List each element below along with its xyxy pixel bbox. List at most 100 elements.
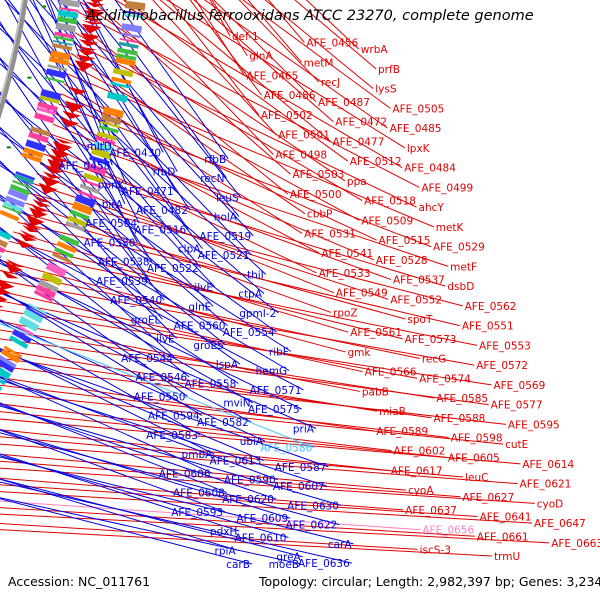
gene-label[interactable]: recJ — [321, 77, 340, 89]
gene-label[interactable]: AFE_0560 — [174, 321, 226, 333]
gene-label[interactable]: AFE_0472 — [335, 117, 387, 129]
gene-label[interactable]: AFE_0487 — [318, 97, 370, 109]
gene-label[interactable]: AFE_0586 — [260, 443, 312, 455]
gene-label[interactable]: AFE_0605 — [448, 452, 500, 464]
gene-label[interactable]: lpxK — [407, 143, 431, 155]
gene-label[interactable]: groEL — [131, 314, 161, 326]
reverse-gene-labels[interactable]: mltDAFE_0430rfbBAFE_0458rfbDrecNppnKAFE_… — [58, 141, 352, 571]
gene-label[interactable]: AFE_0549 — [336, 288, 388, 300]
gene-label[interactable]: AFE_0465 — [246, 70, 298, 82]
gene-label[interactable]: AFE_0541 — [321, 248, 373, 260]
gene-label[interactable]: leuC — [465, 472, 488, 484]
gene-label[interactable]: AFE_0486 — [264, 90, 316, 102]
gene-label[interactable]: AFE_0647 — [534, 518, 586, 530]
gene-label[interactable]: AFE_0553 — [479, 340, 531, 352]
gene-label[interactable]: ppa — [347, 176, 367, 188]
gene-label[interactable]: metM — [304, 57, 334, 69]
gene-label[interactable]: spoT — [407, 314, 433, 326]
gene-label[interactable]: ilvE — [156, 334, 175, 346]
gene-label[interactable]: AFE_0512 — [350, 156, 402, 168]
gene-label[interactable]: AFE_0477 — [332, 136, 384, 148]
gene-label[interactable]: AFE_0561 — [350, 327, 402, 339]
gene-label[interactable]: recN — [200, 173, 224, 185]
gene-label[interactable]: AFE_0502 — [261, 110, 313, 122]
gene-label[interactable]: pmbA — [182, 449, 214, 461]
gene-label[interactable]: AFE_0531 — [304, 228, 356, 240]
gene-label[interactable]: thiI — [247, 269, 264, 281]
gene-label[interactable]: AFE_0588 — [433, 413, 485, 425]
gene-label[interactable]: AFE_0538 — [98, 257, 150, 269]
gene-label[interactable]: AFE_0617 — [391, 465, 443, 477]
gene-label[interactable]: hemG — [256, 366, 287, 378]
gene-label[interactable]: AFE_0554 — [223, 327, 275, 339]
gene-label[interactable]: AFE_0562 — [465, 301, 517, 313]
gene-label[interactable]: prfB — [378, 64, 400, 76]
gene-label[interactable]: AFE_0498 — [275, 149, 327, 161]
gene-label[interactable]: rpiA — [215, 545, 237, 557]
gene-label[interactable]: ubiA — [240, 436, 264, 448]
gene-label[interactable]: AFE_0593 — [171, 507, 223, 519]
gene-label[interactable]: ctpA — [238, 289, 263, 301]
gene-label[interactable]: pabB — [362, 386, 389, 398]
gene-label[interactable]: AFE_0585 — [436, 393, 488, 405]
gene-label[interactable]: AFE_0573 — [405, 334, 457, 346]
gene-label[interactable]: AFE_0551 — [462, 321, 514, 333]
gene-label[interactable]: AFE_0558 — [184, 378, 236, 390]
gene-label[interactable]: AFE_0606 — [159, 468, 211, 480]
gene-label[interactable]: AFE_0528 — [376, 255, 428, 267]
gene-label[interactable]: AFE_0533 — [319, 268, 371, 280]
gene-label[interactable]: AFE_0572 — [476, 360, 528, 372]
gene-label[interactable]: mltD — [87, 141, 112, 153]
gene-label[interactable]: AFE_0637 — [405, 505, 457, 517]
gene-label[interactable]: AFE_0630 — [287, 500, 339, 512]
gene-label[interactable]: AFE_0627 — [462, 492, 514, 504]
gene-label[interactable]: AFE_0566 — [365, 367, 417, 379]
gene-label[interactable]: AFE_0663 — [551, 538, 600, 550]
gene-label[interactable]: glnE — [188, 301, 211, 313]
gene-label[interactable]: AFE_0458 — [58, 160, 110, 172]
gene-label[interactable]: AFE_0518 — [364, 196, 416, 208]
gene-label[interactable]: lysS — [375, 84, 397, 96]
gene-label[interactable]: AFE_0509 — [361, 215, 413, 227]
gene-label[interactable]: rpoZ — [333, 307, 358, 319]
gene-label[interactable]: AFE_0614 — [522, 459, 574, 471]
gene-label[interactable]: cyoD — [537, 498, 564, 510]
gene-label[interactable]: AFE_0499 — [421, 182, 473, 194]
gene-label[interactable]: AFE_0500 — [290, 189, 342, 201]
gene-label[interactable]: wrbA — [361, 44, 389, 56]
gene-label[interactable]: AFE_0607 — [273, 481, 325, 493]
gene-label[interactable]: AFE_0595 — [508, 419, 560, 431]
gene-label[interactable]: AFE_0505 — [392, 103, 444, 115]
gene-label[interactable]: AFE_0641 — [480, 512, 532, 524]
gene-label[interactable]: recG — [422, 354, 446, 366]
gene-label[interactable]: pdxH — [210, 526, 237, 538]
gene-label[interactable]: AFE_0594 — [148, 411, 200, 423]
gene-label[interactable]: AFE_0582 — [197, 417, 249, 429]
gene-label[interactable]: greA — [276, 552, 301, 564]
gene-label[interactable]: carB — [226, 559, 250, 571]
gene-label[interactable]: AFE_0589 — [376, 426, 428, 438]
gene-label[interactable]: AFE_0609 — [236, 513, 288, 525]
gene-label[interactable]: ilvE — [194, 282, 213, 294]
gene-label[interactable]: AFE_0656 — [422, 525, 474, 537]
gene-label[interactable]: AFE_0530 — [83, 237, 135, 249]
gene-label[interactable]: AFE_0456 — [306, 38, 358, 50]
gene-label[interactable]: groES — [193, 340, 224, 352]
gene-label[interactable]: AFE_0539 — [96, 276, 148, 288]
gene-label[interactable]: AFE_0621 — [520, 479, 572, 491]
gene-label[interactable]: rfbD — [153, 167, 176, 179]
gene-label[interactable]: ppnK — [98, 180, 126, 192]
gene-label[interactable]: AFE_0503 — [293, 169, 345, 181]
gene-label[interactable]: clpA — [178, 244, 201, 256]
gene-label[interactable]: cyoA — [408, 485, 434, 497]
gene-label[interactable]: AFE_0571 — [250, 385, 302, 397]
gene-label[interactable]: birA — [102, 199, 124, 211]
gene-label[interactable]: AFE_0519 — [199, 231, 251, 243]
gene-label[interactable]: AFE_0552 — [390, 294, 442, 306]
gene-label[interactable]: def-1 — [232, 31, 259, 43]
gene-label[interactable]: AFE_0574 — [419, 373, 471, 385]
gene-label[interactable]: carA — [328, 539, 353, 551]
gene-label[interactable]: glnA — [249, 51, 273, 63]
gene-label[interactable]: AFE_0583 — [146, 430, 198, 442]
